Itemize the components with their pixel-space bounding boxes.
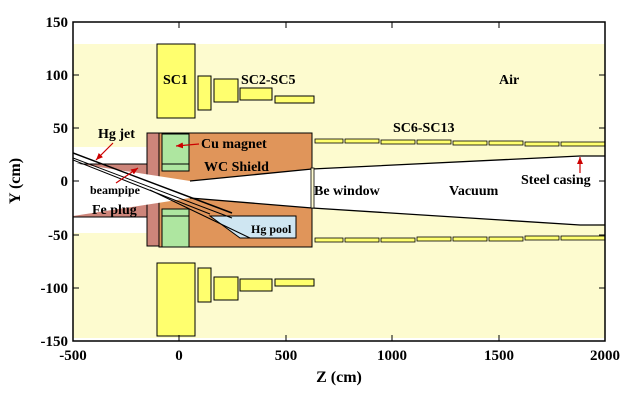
ytick-label-50: 50 [53,121,68,137]
coil-sc4-top [239,87,273,101]
y-axis-label: Y (cm) [7,158,24,204]
label-air: Air [499,73,519,88]
label-wc-shield: WC Shield [204,160,269,175]
xtick-label-2000: 2000 [590,348,620,364]
ytick-label-100: 100 [46,68,69,84]
ytick-label-minus100: -100 [41,281,69,297]
air-region-bottom [73,233,605,338]
coil-sc4-bottom [239,278,273,292]
hg-jet-line-1 [73,152,233,214]
label-vacuum: Vacuum [449,184,499,199]
cu-magnet-lower [161,208,190,248]
coil-sc5-bottom [274,278,315,287]
steel-casing-lower-line [189,197,605,226]
beampipe-line [73,159,211,215]
tick-marks [72,21,606,342]
coil-sc2-top [197,75,212,111]
ytick-label-150: 150 [46,15,69,31]
label-sc2-sc5: SC2-SC5 [241,73,295,88]
x-axis-label: Z (cm) [316,369,362,386]
label-cu-magnet: Cu magnet [201,137,267,152]
vacuum-cavity [73,156,605,225]
xtick-label-500: 500 [275,348,298,364]
label-sc1: SC1 [163,73,188,88]
xtick-label-minus500: -500 [59,348,87,364]
hg-jet-arrow [95,142,114,161]
cu-magnet-arrow [175,142,200,149]
hg-jet-line-2 [73,157,233,219]
beam-axis-line [149,189,251,239]
coil-sc1-bottom [156,262,196,337]
label-hg-jet: Hg jet [98,127,135,142]
be-window [310,167,315,209]
xtick-label-0: 0 [175,348,183,364]
steel-casing-upper-line [189,155,605,182]
coil-sc3-top [213,78,239,103]
coil-sc3-bottom [213,276,239,301]
ytick-label-0: 0 [61,174,69,190]
label-be-window: Be window [314,184,381,199]
coil-sc1-top [156,43,196,119]
air-region-top [73,44,605,147]
cu-magnet-upper [161,133,190,172]
ytick-label-minus50: -50 [48,228,68,244]
label-steel-casing: Steel casing [521,173,591,188]
coils-sc6-sc13-bottom [314,235,605,243]
label-hg-pool: Hg pool [251,222,292,236]
xtick-label-1500: 1500 [484,348,514,364]
coils-sc6-sc13-top [314,138,605,147]
label-sc6-sc13: SC6-SC13 [393,121,454,136]
hg-pool [208,215,297,239]
coil-sc2-bottom [197,267,212,303]
coil-sc5-top [274,95,315,104]
xtick-label-1000: 1000 [377,348,407,364]
label-beampipe: beampipe [90,183,141,197]
ytick-label-minus150: -150 [41,334,69,350]
label-fe-plug: Fe plug [92,203,137,218]
beampipe-arrow [115,167,139,184]
